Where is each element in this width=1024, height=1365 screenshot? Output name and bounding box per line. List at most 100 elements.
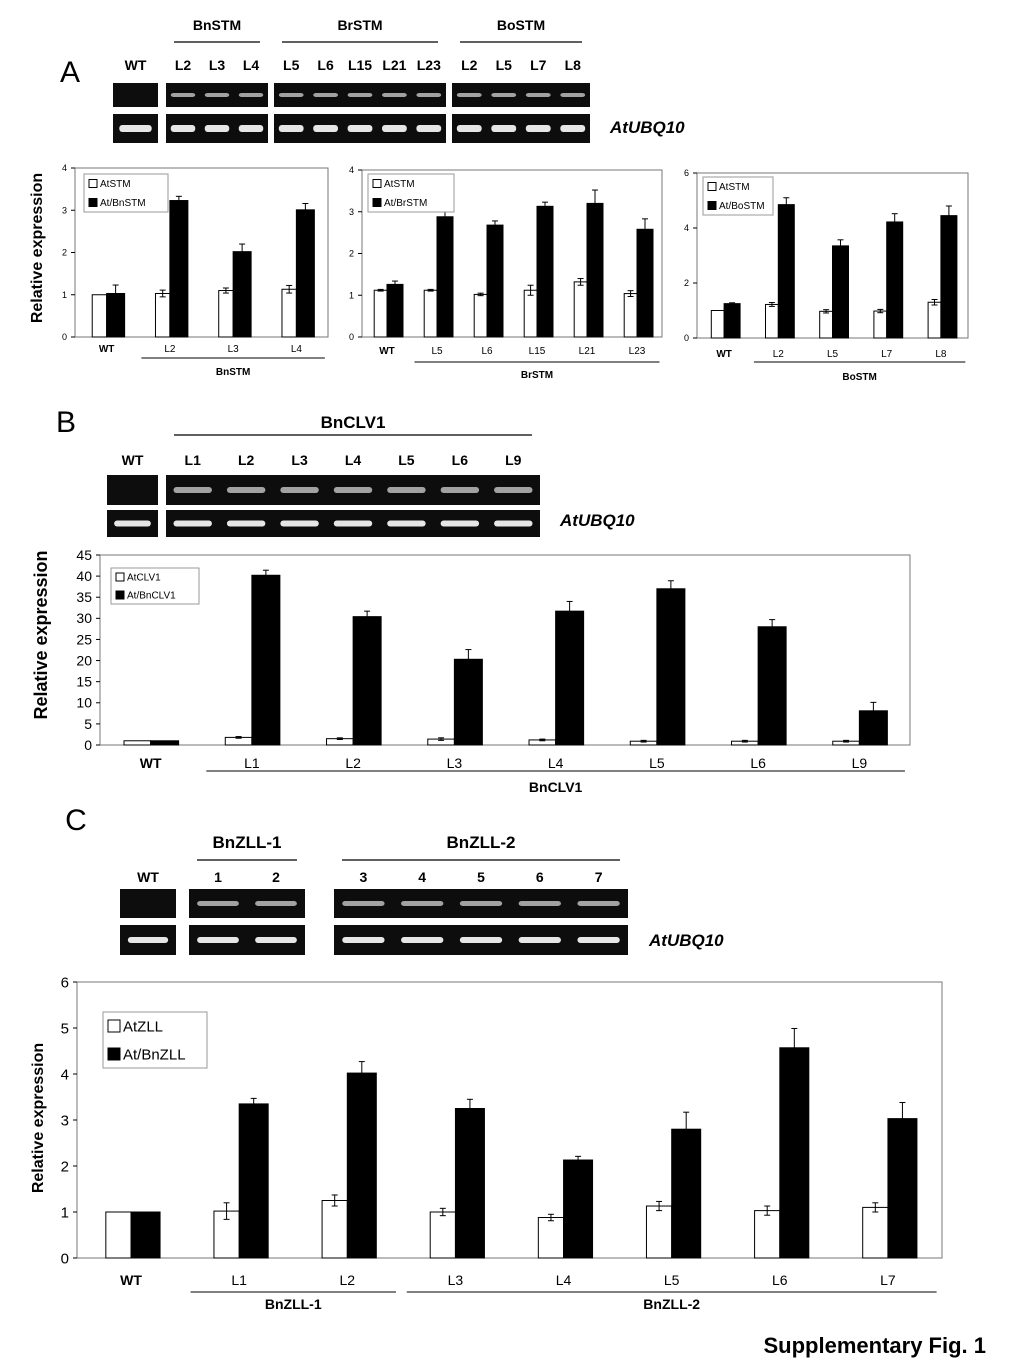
category-label: L1 — [244, 755, 260, 771]
legend-box — [367, 173, 455, 213]
gel-band — [416, 125, 442, 132]
group-label: BnCLV1 — [529, 779, 583, 795]
gel-band — [518, 937, 561, 943]
lane-label: L5 — [283, 57, 300, 73]
lane-label: L5 — [496, 57, 513, 73]
y-tick-label: 5 — [61, 1020, 69, 1037]
category-label: WT — [120, 1272, 142, 1288]
gel-strip — [107, 475, 158, 505]
gel-band — [114, 520, 151, 527]
y-tick-label: 0 — [349, 332, 354, 342]
bar — [819, 310, 834, 339]
y-axis-label: Relative expression — [29, 173, 46, 323]
bar — [623, 293, 638, 338]
y-tick-label: 6 — [684, 168, 689, 178]
y-axis-label: Relative expression — [31, 550, 51, 719]
category-label: L4 — [291, 344, 303, 355]
gel-band — [333, 487, 373, 493]
plot-area — [99, 554, 911, 746]
category-label: L21 — [579, 346, 596, 357]
lane-label: 4 — [418, 869, 426, 885]
bar — [586, 202, 604, 338]
gel-band — [440, 520, 480, 527]
gel-band — [401, 937, 444, 943]
lane-label: 7 — [595, 869, 603, 885]
lane-label: L21 — [382, 57, 406, 73]
gel-band — [494, 487, 533, 493]
bar — [169, 200, 189, 338]
lane-label: L2 — [175, 57, 192, 73]
gel-band — [347, 125, 373, 132]
y-tick-label: 5 — [84, 716, 92, 732]
lane-label: 6 — [536, 869, 544, 885]
panel-c: C WT 1 2 BnZLL-1 3 4 5 6 7 BnZLL-2 AtUBQ10 0 1 2 3 4 5 6… — [30, 804, 943, 1312]
chart-bnstm: 0 1 2 3 4 Relative expression WT L2 L3 L4 BnSTM AtS… — [29, 163, 329, 378]
gel-band — [278, 125, 304, 132]
gel-band — [280, 520, 319, 527]
lane-label: WT — [125, 57, 147, 73]
category-label: L1 — [231, 1272, 247, 1288]
y-tick-label: 10 — [76, 695, 92, 711]
y-tick-label: 1 — [62, 290, 67, 300]
category-label: L5 — [431, 346, 443, 357]
y-tick-label: 25 — [76, 631, 92, 647]
gel-strip — [113, 83, 158, 107]
y-tick-label: 1 — [349, 290, 354, 300]
gel-band — [197, 937, 239, 943]
chart-bnzll: 0 1 2 3 4 5 6 Relative expression WT L1 L2 L3 L4 L5 L6… — [30, 974, 943, 1312]
lane-label: L1 — [185, 452, 202, 468]
panel-letter-a: A — [60, 56, 80, 89]
bar — [656, 588, 686, 746]
legend-label: AtSTM — [100, 179, 131, 190]
bar — [636, 228, 654, 338]
category-label: L8 — [935, 349, 947, 360]
bar — [281, 288, 297, 338]
bar — [486, 224, 504, 338]
y-tick-label: 3 — [62, 205, 67, 215]
legend-swatch — [707, 201, 717, 210]
category-label: L7 — [880, 1272, 896, 1288]
category-label: L3 — [228, 344, 240, 355]
group-label: BnZLL-1 — [265, 1296, 322, 1312]
category-label: WT — [379, 346, 395, 357]
lane-label: 2 — [272, 869, 280, 885]
legend-swatch — [107, 1047, 121, 1061]
legend-swatch — [115, 572, 125, 582]
gel-band — [255, 937, 297, 943]
y-tick-label: 0 — [84, 737, 92, 753]
y-axis-label: Relative expression — [30, 1043, 47, 1193]
bar — [536, 205, 554, 338]
bar — [723, 303, 741, 339]
panel-letter-c: C — [65, 804, 87, 837]
group-label: BoSTM — [842, 372, 876, 383]
category-label: L5 — [664, 1272, 680, 1288]
bar — [346, 1072, 377, 1259]
lane-label: WT — [137, 869, 159, 885]
gel-band — [170, 93, 196, 97]
gel-images-a: WT L2 L3 L4 BnSTM L5 L6 L15 L21 L23 BrSTM L2 L5 L7 L8 B… — [113, 17, 685, 143]
gel-band — [577, 937, 620, 943]
category-label: WT — [99, 344, 115, 355]
legend-box — [110, 567, 200, 605]
gel-band — [226, 520, 266, 527]
gel-images-c: WT 1 2 BnZLL-1 3 4 5 6 7 BnZLL-2 AtUBQ10 — [120, 833, 724, 955]
bar — [671, 1128, 702, 1259]
bar — [645, 1205, 673, 1259]
gel-band — [518, 901, 561, 906]
y-tick-label: 6 — [61, 974, 69, 991]
lane-label: 5 — [477, 869, 485, 885]
category-label: L3 — [448, 1272, 464, 1288]
lane-label: L4 — [345, 452, 362, 468]
lane-label: L3 — [209, 57, 226, 73]
legend-swatch — [107, 1019, 121, 1033]
y-tick-label: 30 — [76, 610, 92, 626]
bar — [754, 1210, 781, 1259]
gel-band — [342, 901, 385, 906]
gel-group-label: BnSTM — [193, 17, 241, 33]
bar — [436, 216, 454, 338]
lane-label: L6 — [452, 452, 469, 468]
gel-band — [577, 901, 620, 906]
bar — [218, 290, 234, 338]
